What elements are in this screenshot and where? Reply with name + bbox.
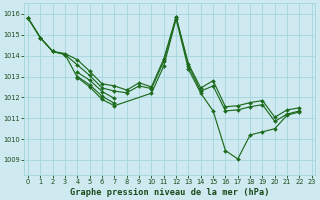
X-axis label: Graphe pression niveau de la mer (hPa): Graphe pression niveau de la mer (hPa) bbox=[70, 188, 270, 197]
